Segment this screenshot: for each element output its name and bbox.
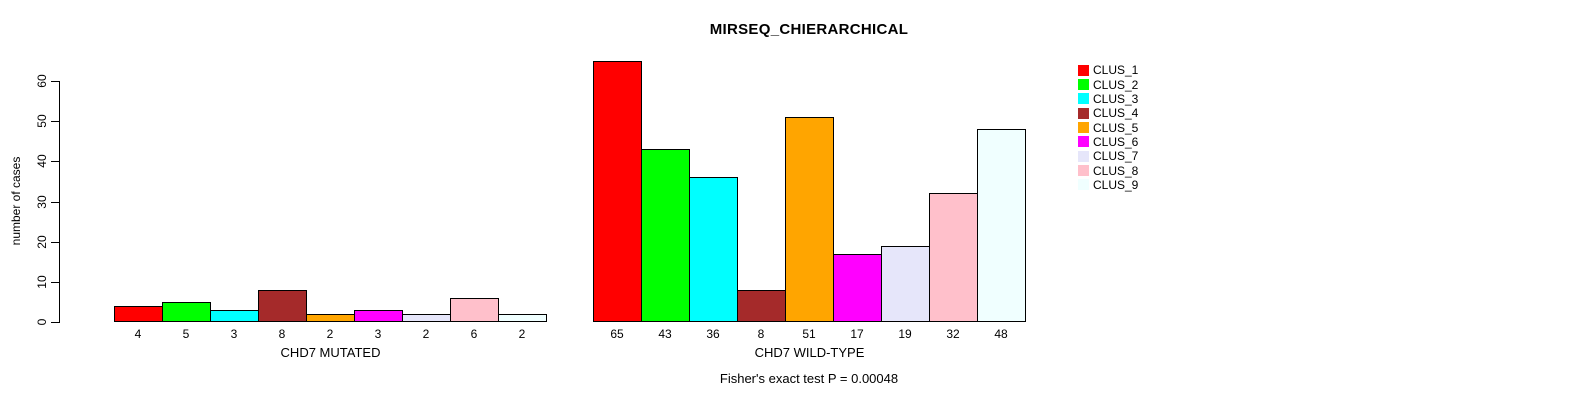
bar-value-label: 51 [802, 327, 816, 341]
legend-label: CLUS_7 [1093, 149, 1139, 164]
bar-value-label: 2 [326, 327, 334, 341]
legend-label: CLUS_9 [1093, 177, 1139, 192]
legend-item-clus_7: CLUS_7 [1078, 149, 1138, 163]
y-axis-line [59, 81, 60, 323]
y-tick-label: 50 [35, 114, 49, 128]
y-tick-label: 40 [35, 154, 49, 169]
legend-label: CLUS_6 [1093, 134, 1139, 149]
bar-clus_6 [833, 254, 882, 322]
legend-swatch-icon [1078, 93, 1089, 105]
legend-label: CLUS_8 [1093, 163, 1139, 178]
bar-value-label: 8 [757, 327, 765, 341]
bar-value-label: 65 [610, 327, 624, 341]
bar-clus_1 [114, 306, 163, 322]
bar-clus_7 [881, 246, 930, 322]
legend-label: CLUS_4 [1093, 106, 1139, 121]
bar-clus_1 [593, 61, 642, 322]
legend-swatch-icon [1078, 122, 1089, 134]
y-tick-label: 0 [35, 318, 49, 326]
bar-clus_9 [498, 314, 547, 322]
bar-value-label: 43 [658, 327, 672, 341]
bar-clus_8 [450, 298, 499, 322]
y-tick [51, 322, 59, 323]
y-tick [51, 161, 59, 163]
legend-item-clus_6: CLUS_6 [1078, 135, 1138, 149]
bar-clus_3 [210, 310, 259, 322]
bar-clus_9 [977, 129, 1026, 322]
legend-swatch-icon [1078, 136, 1089, 148]
bar-clus_3 [689, 177, 738, 322]
bar-clus_2 [641, 149, 690, 322]
y-tick [51, 201, 59, 203]
legend-swatch-icon [1078, 179, 1089, 191]
bar-clus_2 [162, 302, 211, 322]
bar-value-label: 32 [946, 327, 960, 341]
bar-clus_5 [785, 117, 834, 322]
legend-label: CLUS_3 [1093, 91, 1139, 106]
chart-title: MIRSEQ_CHIERARCHICAL [709, 21, 909, 38]
bar-clus_8 [929, 193, 978, 322]
legend-label: CLUS_1 [1093, 63, 1139, 78]
legend-item-clus_3: CLUS_3 [1078, 92, 1138, 106]
y-tick [51, 121, 59, 123]
bar-value-label: 19 [898, 327, 912, 341]
legend-swatch-icon [1078, 150, 1089, 162]
bar-value-label: 3 [374, 327, 382, 341]
bar-value-label: 3 [230, 327, 238, 341]
bar-clus_7 [402, 314, 451, 322]
y-tick-label: 20 [35, 234, 49, 249]
legend-swatch-icon [1078, 165, 1089, 177]
legend-swatch-icon [1078, 107, 1089, 119]
bar-value-label: 6 [470, 327, 478, 341]
y-tick-label: 10 [35, 275, 49, 289]
legend-swatch-icon [1078, 79, 1089, 91]
bar-value-label: 4 [134, 327, 142, 341]
bar-clus_5 [306, 314, 355, 322]
legend-item-clus_9: CLUS_9 [1078, 178, 1138, 192]
group-label: CHD7 WILD-TYPE [754, 345, 865, 360]
bar-value-label: 17 [850, 327, 864, 341]
bar-clus_4 [258, 290, 307, 322]
bar-value-label: 48 [994, 327, 1008, 341]
y-tick [51, 241, 59, 243]
y-tick-label: 30 [35, 194, 49, 209]
group-label: CHD7 MUTATED [280, 345, 381, 360]
bar-clus_4 [737, 290, 786, 322]
y-axis-title: number of cases [9, 156, 23, 246]
legend-item-clus_4: CLUS_4 [1078, 106, 1138, 120]
bar-value-label: 36 [706, 327, 720, 341]
y-tick-label: 60 [35, 74, 49, 88]
legend-label: CLUS_5 [1093, 120, 1139, 135]
legend-item-clus_2: CLUS_2 [1078, 77, 1139, 92]
y-tick [51, 81, 59, 82]
bar-clus_6 [354, 310, 403, 322]
bar-value-label: 8 [278, 327, 286, 341]
legend-item-clus_1: CLUS_1 [1078, 63, 1138, 77]
legend-item-clus_8: CLUS_8 [1078, 163, 1139, 178]
legend-label: CLUS_2 [1093, 77, 1139, 92]
bar-value-label: 2 [422, 327, 430, 341]
legend: CLUS_1 CLUS_2 CLUS_3 CLUS_4 CLUS_5 CLUS_6 CLUS… [1078, 63, 1138, 192]
bar-value-label: 5 [182, 327, 190, 341]
legend-swatch-icon [1078, 64, 1089, 76]
fisher-test-annotation: Fisher's exact test P = 0.00048 [719, 371, 899, 386]
legend-item-clus_5: CLUS_5 [1078, 120, 1139, 135]
y-tick [51, 281, 59, 283]
bar-value-label: 2 [518, 327, 526, 341]
